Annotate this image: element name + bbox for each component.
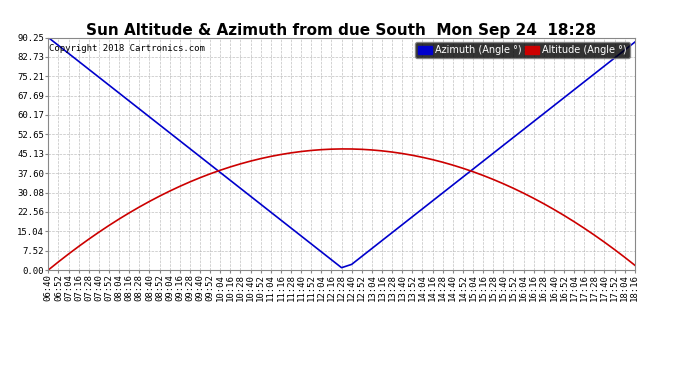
- Legend: Azimuth (Angle °), Altitude (Angle °): Azimuth (Angle °), Altitude (Angle °): [415, 42, 630, 58]
- Title: Sun Altitude & Azimuth from due South  Mon Sep 24  18:28: Sun Altitude & Azimuth from due South Mo…: [86, 22, 597, 38]
- Text: Copyright 2018 Cartronics.com: Copyright 2018 Cartronics.com: [50, 45, 206, 54]
